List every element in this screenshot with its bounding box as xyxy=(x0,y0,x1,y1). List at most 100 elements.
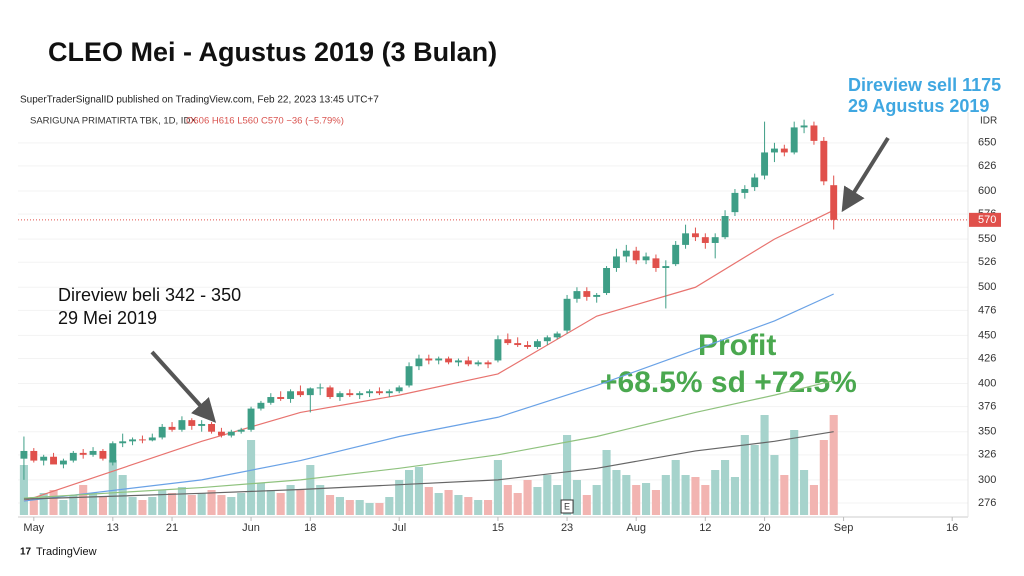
candle-body xyxy=(385,391,393,394)
candle-body xyxy=(721,216,729,238)
candle-body xyxy=(50,456,58,465)
arrow xyxy=(150,350,217,423)
volume-bar xyxy=(326,495,335,515)
x-tick-label: Sep xyxy=(834,522,854,534)
volume-bar xyxy=(582,495,591,515)
volume-bar xyxy=(177,487,186,515)
volume-bar xyxy=(118,475,127,515)
symbol-line: SARIGUNA PRIMATIRTA TBK, 1D, IDX xyxy=(30,116,197,127)
volume-bar xyxy=(158,490,167,515)
candle-body xyxy=(109,443,117,463)
candle-body xyxy=(217,431,225,436)
volume-bar xyxy=(19,465,28,515)
candle-body xyxy=(642,256,650,261)
candle-body xyxy=(405,366,413,386)
volume-bar xyxy=(414,467,423,515)
candle-body xyxy=(227,431,235,436)
last-price-box xyxy=(969,212,1001,227)
candle-body xyxy=(691,233,699,238)
volume-bar xyxy=(454,495,463,515)
candle-body xyxy=(168,426,176,430)
volume-bar xyxy=(365,503,374,515)
volume-bar xyxy=(711,470,720,515)
candle-body xyxy=(622,250,630,257)
volume-bar xyxy=(809,485,819,515)
candle-body xyxy=(30,450,38,461)
candle-body xyxy=(573,291,581,299)
volume-bar xyxy=(79,485,88,515)
volume-bar xyxy=(49,490,58,515)
candle-body xyxy=(287,391,295,399)
volume-bar xyxy=(563,435,572,515)
x-tick-label: 18 xyxy=(304,522,316,534)
volume-bar xyxy=(800,470,809,515)
y-tick-label: 600 xyxy=(978,185,996,197)
volume-bar xyxy=(187,495,196,515)
annotation: Profit xyxy=(698,329,776,362)
candle-body xyxy=(138,439,146,441)
candle-body xyxy=(247,408,255,430)
y-tick-label: 626 xyxy=(978,160,996,172)
candle-body xyxy=(632,250,640,261)
volume-bar xyxy=(395,480,404,515)
volume-bar xyxy=(691,477,700,515)
candle-body xyxy=(810,125,818,141)
candle-body xyxy=(296,391,304,396)
y-tick-label: 650 xyxy=(978,137,996,149)
candle-body xyxy=(603,268,611,294)
volume-bar xyxy=(148,497,157,515)
x-tick-label: Jun xyxy=(242,522,260,534)
candle-body xyxy=(435,358,443,361)
brand: TradingView xyxy=(36,546,97,558)
x-tick-label: 21 xyxy=(166,522,178,534)
volume-bar xyxy=(829,415,838,515)
slide-title: CLEO Mei - Agustus 2019 (3 Bulan) xyxy=(48,37,497,67)
volume-bar xyxy=(276,493,285,515)
earnings-label: E xyxy=(564,501,570,511)
candle-body xyxy=(267,397,275,403)
volume-bar xyxy=(740,435,749,515)
y-tick-label: 450 xyxy=(978,329,996,341)
candle-body xyxy=(395,387,403,392)
volume-bar xyxy=(819,440,828,515)
y-tick-label: 326 xyxy=(978,449,996,461)
annotation: Direview beli 342 - 350 xyxy=(58,285,241,305)
volume-bar xyxy=(572,480,581,515)
publisher-line: SuperTraderSignalID published on Trading… xyxy=(20,95,379,106)
candle-body xyxy=(356,393,364,396)
volume-bar xyxy=(780,475,789,515)
candle-body xyxy=(346,393,354,396)
y-tick-label: 526 xyxy=(978,256,996,268)
brand-logo: 17 xyxy=(20,547,32,558)
y-tick-label: 376 xyxy=(978,401,996,413)
volume-bar xyxy=(523,480,532,515)
volume-bar xyxy=(355,500,364,515)
y-tick-label: 426 xyxy=(978,352,996,364)
volume-bar xyxy=(602,450,611,515)
x-tick-label: 12 xyxy=(699,522,711,534)
volume-bar xyxy=(306,465,315,515)
volume-bar xyxy=(296,490,305,515)
y-tick-label: 400 xyxy=(978,377,996,389)
volume-bar xyxy=(790,430,799,515)
arrow xyxy=(841,136,890,213)
volume-bar xyxy=(503,485,512,515)
volume-bar xyxy=(59,500,68,515)
volume-bar xyxy=(484,500,493,515)
annotation: Direview sell 1175 xyxy=(848,75,1001,95)
volume-bar xyxy=(375,503,384,515)
volume-bar xyxy=(642,483,651,515)
volume-bar xyxy=(444,490,453,515)
candle-body xyxy=(682,233,690,245)
candle-body xyxy=(148,437,156,441)
volume-bar xyxy=(69,495,78,515)
candle-body xyxy=(612,256,620,268)
candle-body xyxy=(99,450,107,459)
candle-body xyxy=(820,140,828,182)
volume-bar xyxy=(493,460,502,515)
volume-bar xyxy=(730,477,740,515)
moving-average xyxy=(23,380,834,499)
volume-bar xyxy=(405,470,414,515)
volume-bar xyxy=(661,475,670,515)
